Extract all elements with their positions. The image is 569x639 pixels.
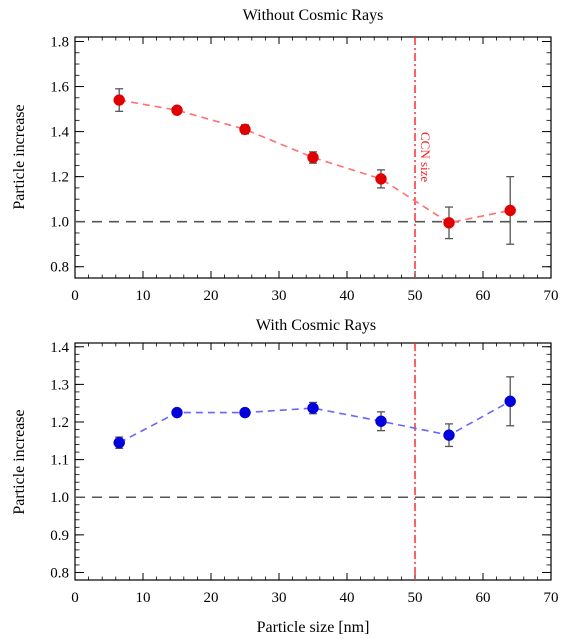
chart-title-bottom: With Cosmic Rays	[256, 317, 376, 334]
y-tick-label: 1.6	[50, 80, 69, 96]
x-tick-label: 20	[204, 590, 219, 606]
data-point	[239, 406, 251, 419]
data-point	[504, 204, 516, 217]
data-point	[307, 402, 319, 414]
y-tick-label: 1.2	[50, 415, 69, 431]
x-tick-label: 30	[272, 590, 287, 606]
y-tick-label: 1.0	[50, 490, 69, 506]
y-axis-label-top: Particle increase	[11, 104, 28, 209]
plot-frame	[74, 342, 552, 581]
y-tick-label: 1.2	[50, 170, 69, 186]
data-point	[443, 429, 455, 441]
chart-title-top: Without Cosmic Rays	[243, 7, 384, 24]
data-point	[113, 94, 125, 106]
data-point	[443, 217, 455, 229]
x-tick-label: 10	[136, 590, 151, 606]
y-tick-label: 0.8	[50, 565, 69, 581]
x-tick-label: 0	[71, 590, 79, 606]
y-axis-label-bottom: Particle increase	[11, 409, 28, 514]
x-tick-label: 20	[204, 288, 219, 304]
x-axis-label: Particle size [nm]	[257, 619, 370, 636]
ccn-size-label: CCN size	[418, 132, 433, 182]
plot-area-bottom: 0 10 20 30 40 50 60 70 0.8 0.9 1.0 1.1 1.2 1.3 1.4	[50, 340, 558, 606]
x-tick-label: 50	[408, 288, 423, 304]
plot-frame	[74, 36, 552, 279]
data-point	[504, 395, 516, 408]
x-tick-label: 40	[340, 288, 355, 304]
x-tick-label: 60	[476, 590, 491, 606]
y-tick-label: 1.1	[50, 453, 69, 469]
data-point	[113, 436, 125, 449]
x-tick-label: 10	[136, 288, 151, 304]
data-point	[239, 123, 251, 136]
y-tick-label: 0.8	[50, 260, 69, 276]
y-tick-label: 1.0	[50, 215, 69, 231]
panel-with-cosmic-rays: With Cosmic Rays Particle increase Parti…	[11, 317, 559, 636]
x-tick-label: 70	[544, 590, 559, 606]
data-point	[307, 151, 319, 164]
y-tick-label: 1.3	[50, 377, 69, 393]
x-tick-label: 0	[71, 288, 79, 304]
plot-area-top: 0 10 20 30 40 50 60 70 0.8 1.0 1.2 1.4 1.6 1.8 CCN siz…	[50, 35, 558, 304]
x-tick-label: 40	[340, 590, 355, 606]
data-point	[171, 406, 183, 419]
x-tick-label: 70	[544, 288, 559, 304]
y-tick-label: 0.9	[50, 528, 69, 544]
x-tick-label: 60	[476, 288, 491, 304]
x-tick-label: 30	[272, 288, 287, 304]
data-point	[375, 415, 387, 427]
data-point	[375, 173, 387, 185]
y-tick-label: 1.4	[50, 340, 69, 356]
y-tick-label: 1.4	[50, 125, 69, 141]
data-point	[171, 104, 183, 116]
x-tick-label: 50	[408, 590, 423, 606]
panel-without-cosmic-rays: Without Cosmic Rays Particle increase 0 1…	[11, 7, 559, 304]
y-tick-label: 1.8	[50, 35, 69, 51]
